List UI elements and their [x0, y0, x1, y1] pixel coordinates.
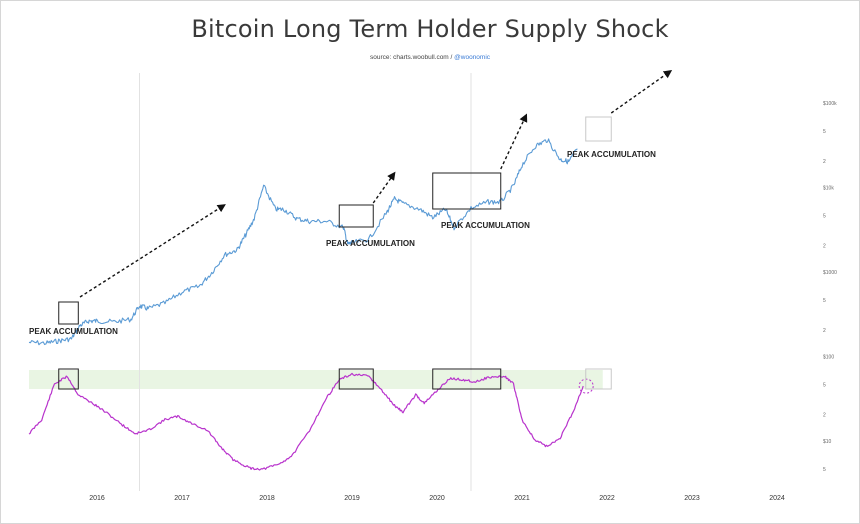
y-axis-labels: $100k $10k $1000 $100 $10 5 2 5 2 5 2 5 2 5	[823, 101, 837, 473]
peak-accumulation-label-2: PEAK ACCUMULATION	[441, 221, 530, 230]
x-tick-2016: 2016	[89, 495, 105, 502]
y-minor-tick-3-1: 2	[823, 413, 826, 419]
x-axis-ticks: 2016 2017 2018 2019 2020 2021 2022 2023 2024	[89, 495, 785, 502]
y-minor-tick-0-1: 2	[823, 159, 826, 165]
x-tick-2022: 2022	[599, 495, 615, 502]
y-axis-label-2: $1000	[823, 270, 837, 276]
price-accumulation-box-0	[58, 301, 79, 325]
peak-accumulation-label-3: PEAK ACCUMULATION	[567, 150, 656, 159]
trend-arrow-1	[372, 171, 396, 204]
chart-source: source: charts.woobull.com / @woonomic	[1, 54, 859, 61]
supply-accumulation-box-1	[338, 368, 374, 390]
x-tick-2019: 2019	[344, 495, 360, 502]
x-tick-2021: 2021	[514, 495, 530, 502]
trend-arrow-layer	[79, 70, 673, 298]
y-minor-tick-1-0: 5	[823, 214, 826, 220]
accumulation-zone-layer	[29, 370, 603, 389]
y-minor-tick-2-0: 5	[823, 298, 826, 304]
peak-accumulation-label-0: PEAK ACCUMULATION	[29, 327, 118, 336]
x-tick-2017: 2017	[174, 495, 190, 502]
trend-arrow-2	[500, 113, 528, 170]
projected-supply-box	[585, 368, 612, 390]
y-minor-tick-4-0: 5	[823, 467, 826, 473]
x-tick-2024: 2024	[769, 495, 785, 502]
supply-accumulation-box-2	[432, 368, 502, 390]
y-axis-label-1: $10k	[823, 186, 834, 192]
accumulation-zone-band	[29, 370, 603, 389]
price-accumulation-box-1	[338, 204, 374, 228]
accumulation-box-layer	[58, 116, 612, 390]
y-minor-tick-1-1: 2	[823, 244, 826, 250]
annotation-layer: PEAK ACCUMULATION PEAK ACCUMULATION PEAK A…	[29, 150, 656, 336]
y-axis-label-3: $100	[823, 355, 834, 361]
x-tick-2018: 2018	[259, 495, 275, 502]
source-handle[interactable]: @woonomic	[454, 54, 491, 61]
vertical-marker-layer	[139, 73, 472, 491]
supply-accumulation-box-0	[58, 368, 79, 390]
price-accumulation-box-2	[432, 172, 502, 210]
x-tick-2023: 2023	[684, 495, 700, 502]
projected-price-box	[585, 116, 612, 142]
trend-arrow-0	[79, 204, 226, 298]
trend-arrow-3	[610, 70, 673, 114]
y-axis-label-0: $100k	[823, 101, 837, 107]
series-layer	[28, 138, 594, 471]
y-axis-label-4: $10	[823, 439, 832, 445]
price-line	[28, 138, 578, 346]
y-minor-tick-0-0: 5	[823, 129, 826, 135]
chart-title: Bitcoin Long Term Holder Supply Shock	[191, 15, 669, 43]
y-minor-tick-3-0: 5	[823, 383, 826, 389]
x-tick-2020: 2020	[429, 495, 445, 502]
y-minor-tick-2-1: 2	[823, 328, 826, 334]
supply-shock-line	[28, 372, 584, 471]
source-prefix: source: charts.woobull.com /	[369, 54, 455, 61]
peak-accumulation-label-1: PEAK ACCUMULATION	[326, 239, 415, 248]
